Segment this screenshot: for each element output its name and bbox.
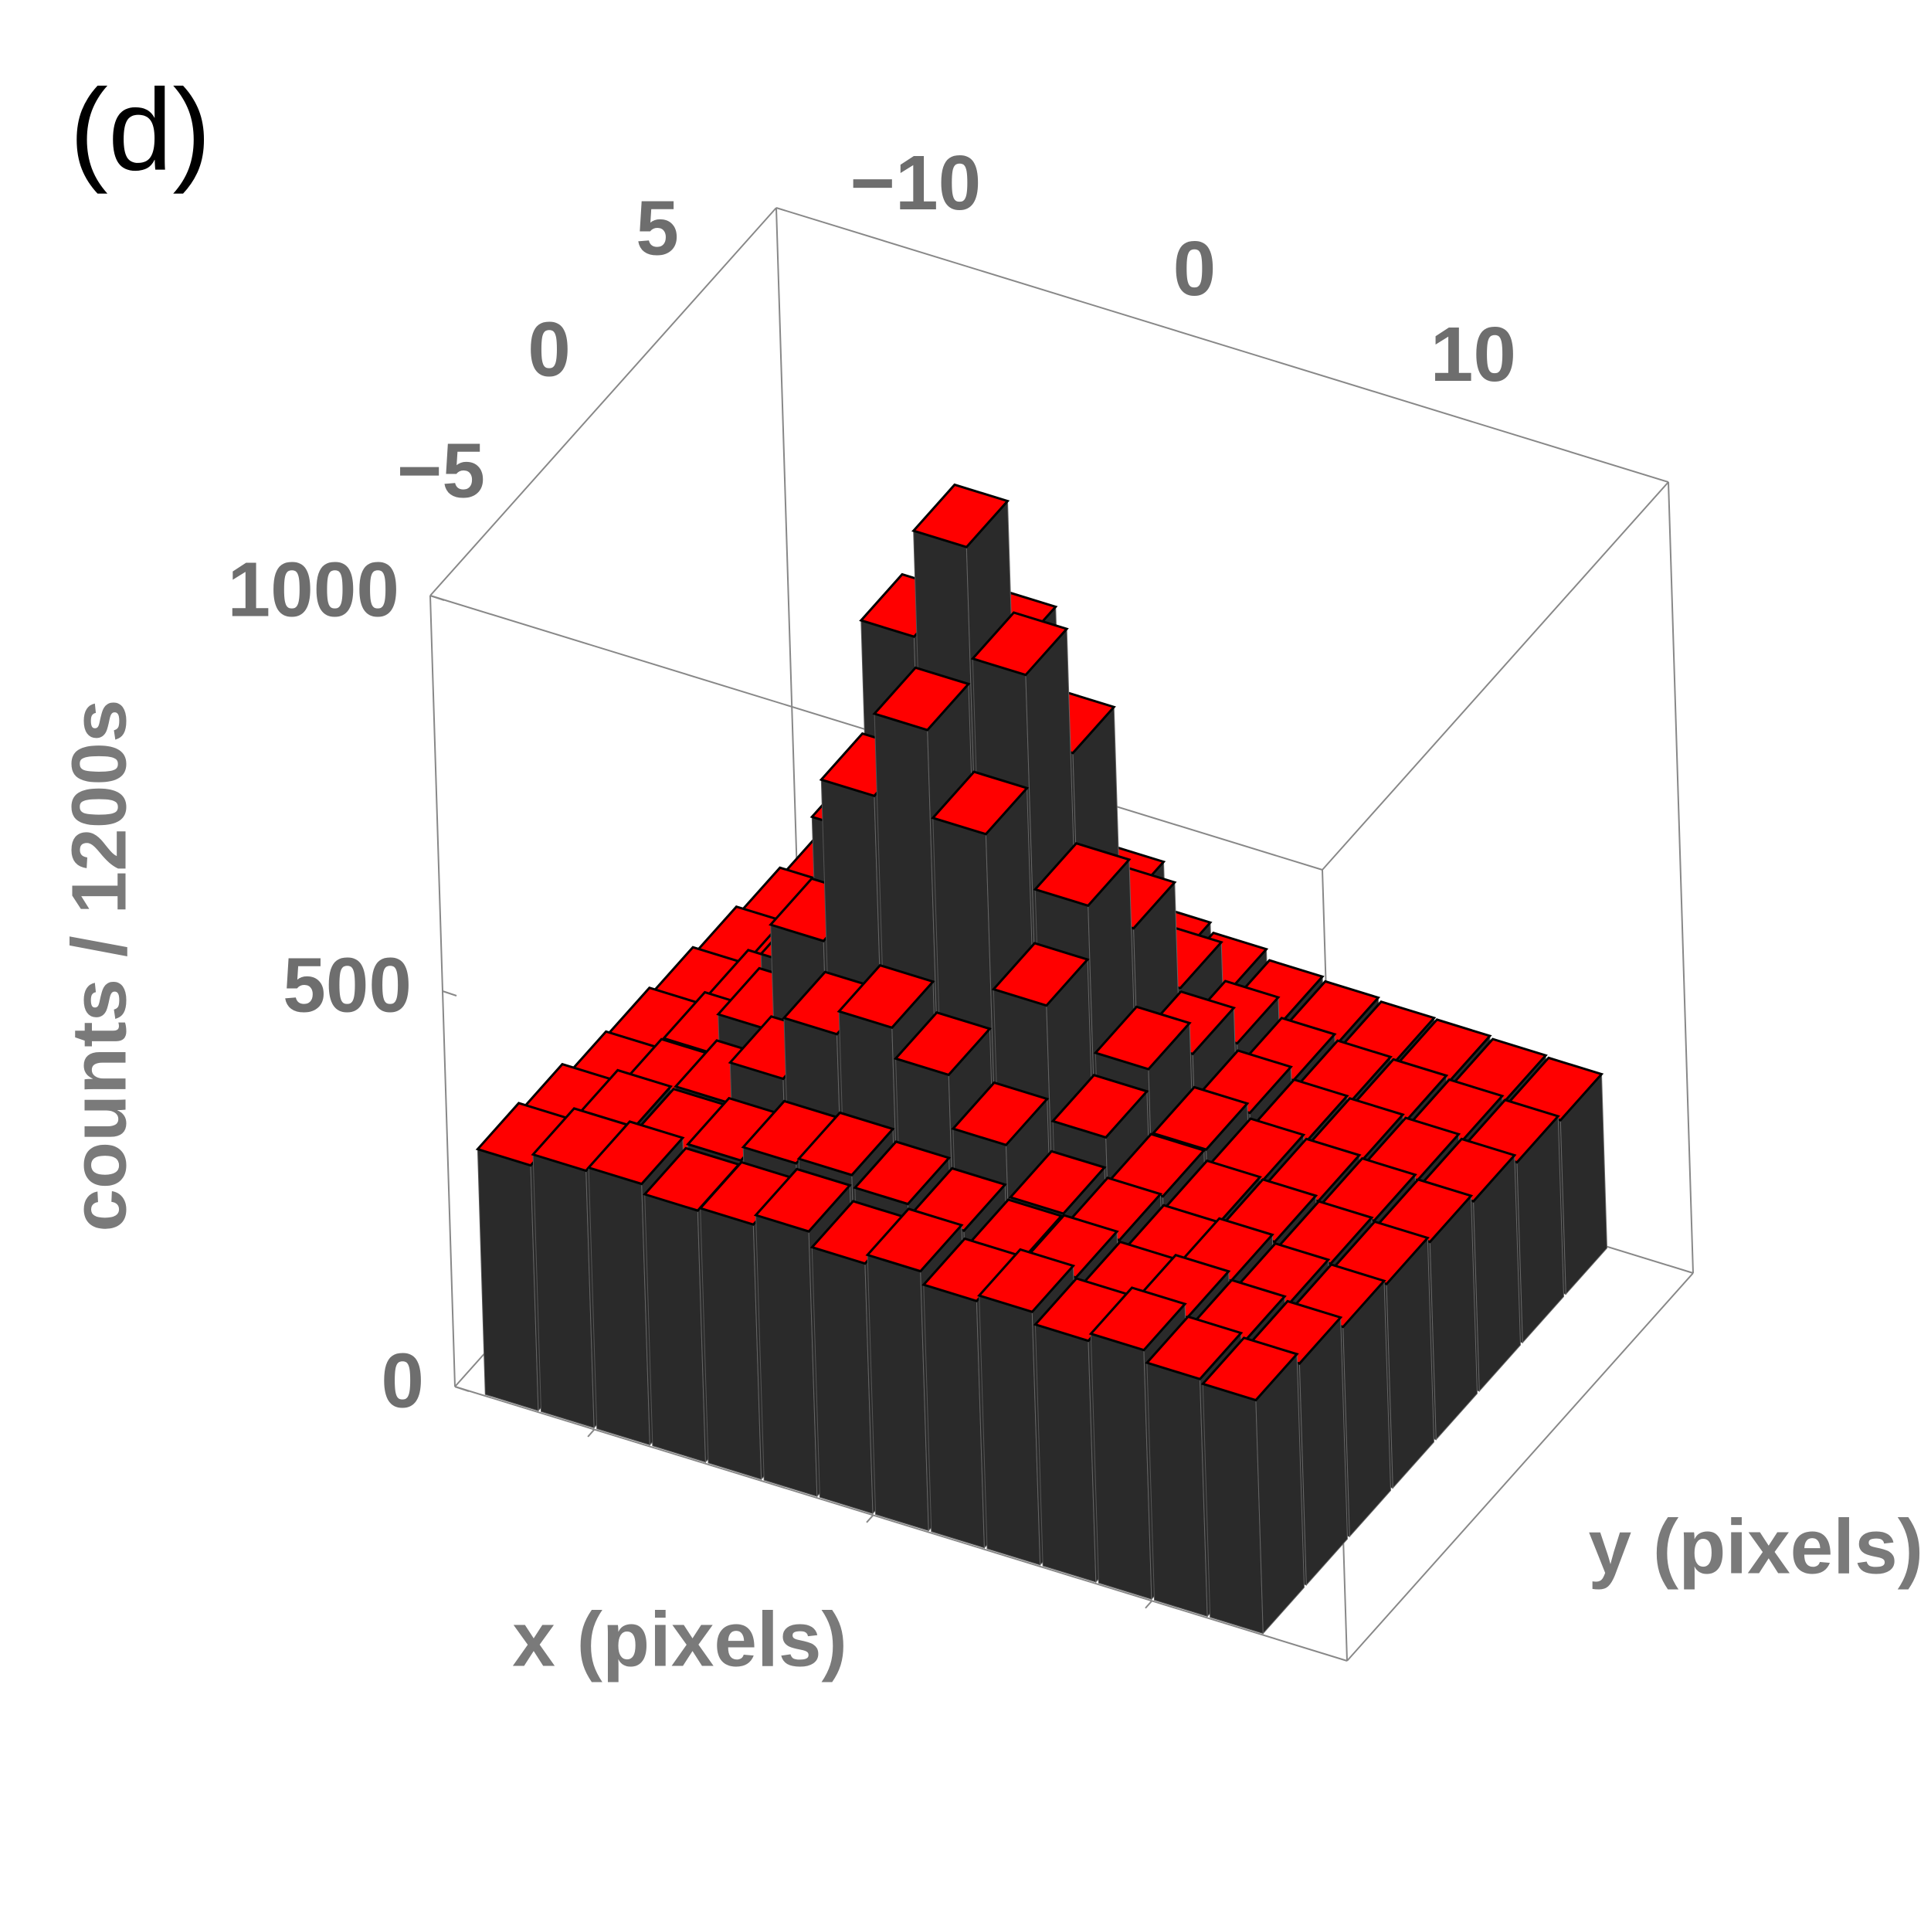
bar-top xyxy=(586,1120,685,1186)
y-axis-title: y (pixels) xyxy=(1589,1503,1924,1590)
bar-top xyxy=(753,1167,852,1233)
bar-side xyxy=(644,1193,706,1463)
bar-top xyxy=(1008,1149,1107,1215)
bar-top xyxy=(1093,1005,1192,1071)
z-tick-label: 1000 xyxy=(228,546,399,633)
y-tick-label: 0 xyxy=(1173,226,1217,312)
bar-side xyxy=(588,1166,650,1446)
bar-top xyxy=(796,1111,895,1177)
z-tick-label: 0 xyxy=(381,1337,424,1424)
bar-side xyxy=(1298,1316,1349,1587)
bar-top xyxy=(1088,1286,1187,1352)
bar-side xyxy=(979,1295,1041,1566)
bar-top xyxy=(1033,841,1132,908)
box-edge xyxy=(1322,481,1669,871)
bar-side xyxy=(1202,1383,1264,1635)
y-tick xyxy=(866,1514,874,1523)
bar-side xyxy=(755,1214,818,1497)
box-edge xyxy=(454,1386,1348,1662)
y-tick xyxy=(1145,1600,1153,1609)
box-edge xyxy=(1668,481,1694,1274)
z-tick xyxy=(429,595,445,601)
bar-side xyxy=(1034,1323,1097,1583)
y-tick xyxy=(587,1428,596,1438)
bar-top xyxy=(911,483,1010,548)
x-tick-label: 5 xyxy=(636,185,679,272)
bar-side xyxy=(477,1148,539,1411)
bar-side xyxy=(811,1246,874,1514)
box-edge xyxy=(1346,1272,1694,1662)
box-edge xyxy=(429,207,777,596)
x-tick-label: 0 xyxy=(528,306,571,392)
bar-side xyxy=(532,1153,595,1428)
bar-side xyxy=(1090,1333,1152,1600)
bar-top xyxy=(837,963,935,1030)
bar-top xyxy=(872,666,971,732)
bar-top xyxy=(853,1140,952,1206)
bar-top xyxy=(931,770,1030,836)
bar-top xyxy=(970,611,1069,677)
z-tick-label: 500 xyxy=(283,942,412,1028)
bar-top xyxy=(951,1081,1050,1146)
bar-side xyxy=(700,1207,762,1480)
bar-top xyxy=(1145,1315,1244,1380)
z-tick xyxy=(442,990,457,997)
bar-top xyxy=(893,1010,993,1077)
bar-top xyxy=(1050,1073,1149,1139)
bar-top xyxy=(1200,1336,1299,1402)
bar-top xyxy=(991,942,1090,1007)
z-axis-title: counts / 1200s xyxy=(56,699,142,1231)
x-tick-label: −5 xyxy=(397,427,485,514)
bar-side xyxy=(1255,1353,1305,1635)
bar-top xyxy=(865,1207,964,1273)
bar-side xyxy=(867,1254,929,1532)
bar-top xyxy=(977,1248,1076,1313)
bar-side xyxy=(923,1284,985,1549)
bar-top xyxy=(1151,1085,1250,1151)
box-edge xyxy=(775,207,1669,483)
z-tick xyxy=(454,1386,470,1392)
chart-title: (d) xyxy=(70,65,211,195)
x-axis-title: x (pixels) xyxy=(512,1596,847,1682)
y-tick-label: 10 xyxy=(1430,311,1516,398)
bar-side xyxy=(1146,1362,1208,1618)
y-tick-label: −10 xyxy=(850,140,982,226)
